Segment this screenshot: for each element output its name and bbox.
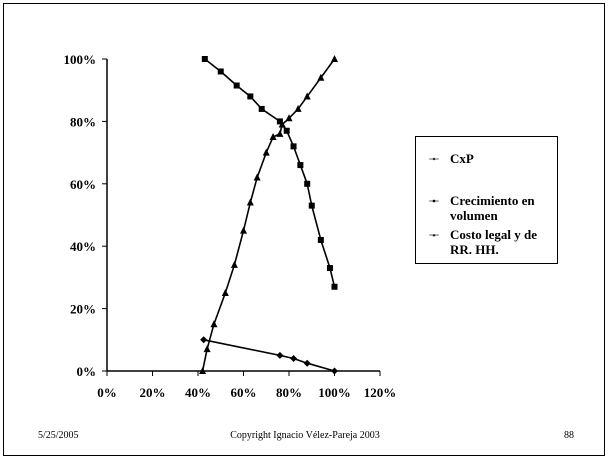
legend-label: Crecimiento en volumen bbox=[450, 193, 535, 223]
y-tick-label: 60% bbox=[70, 177, 96, 192]
x-axis-tick-labels: 0% 20% 40% 60% 80% 100% 120% bbox=[97, 385, 396, 400]
data-point-triangle bbox=[199, 367, 207, 374]
x-tick-label: 100% bbox=[318, 385, 351, 400]
data-point-diamond bbox=[276, 351, 284, 359]
footer-copyright: Copyright Ignacio Vélez-Pareja 2003 bbox=[230, 430, 380, 441]
data-point-diamond bbox=[331, 367, 338, 375]
data-point-square bbox=[326, 265, 333, 272]
series-1 bbox=[201, 56, 338, 290]
data-point-triangle bbox=[331, 55, 338, 62]
legend-square-marker-icon bbox=[429, 199, 439, 203]
data-point-square bbox=[331, 283, 338, 290]
data-point-diamond bbox=[303, 359, 311, 367]
legend-label: CxP bbox=[450, 151, 474, 166]
series-2 bbox=[199, 55, 338, 374]
data-point-square bbox=[247, 93, 254, 100]
y-tick-label: 40% bbox=[70, 239, 96, 254]
data-point-triangle bbox=[230, 260, 238, 268]
x-tick-label: 60% bbox=[231, 385, 257, 400]
data-point-triangle bbox=[303, 92, 311, 100]
y-axis-tick-labels: 0% 20% 40% 60% 80% 100% bbox=[64, 52, 97, 379]
x-tick-label: 80% bbox=[276, 385, 302, 400]
legend-triangle-marker-icon bbox=[429, 233, 439, 237]
data-point-square bbox=[290, 143, 297, 150]
data-point-triangle bbox=[262, 148, 270, 156]
series-line bbox=[204, 58, 336, 287]
data-point-square bbox=[201, 56, 208, 62]
data-point-triangle bbox=[294, 104, 302, 112]
data-point-diamond bbox=[290, 355, 298, 363]
data-point-triangle bbox=[278, 120, 286, 128]
data-point-triangle bbox=[210, 320, 218, 328]
series-line bbox=[203, 339, 335, 372]
data-point-diamond bbox=[200, 336, 208, 344]
data-point-square bbox=[283, 127, 290, 134]
x-tick-label: 120% bbox=[364, 385, 397, 400]
data-point-square bbox=[304, 180, 311, 187]
chart-axes bbox=[102, 58, 381, 376]
data-point-square bbox=[233, 82, 240, 89]
footer-page-number: 88 bbox=[564, 430, 574, 441]
chart-legend: CxP Crecimiento en volumen Costo legal y… bbox=[415, 136, 558, 264]
data-point-square bbox=[217, 68, 224, 75]
data-point-square bbox=[297, 162, 304, 169]
data-point-square bbox=[308, 202, 315, 209]
series-0 bbox=[200, 336, 338, 375]
y-tick-label: 80% bbox=[70, 114, 96, 129]
data-point-square bbox=[276, 118, 283, 125]
y-tick-label: 20% bbox=[70, 302, 96, 317]
data-point-square bbox=[258, 105, 265, 112]
data-point-triangle bbox=[221, 289, 229, 296]
footer-date: 5/25/2005 bbox=[38, 430, 79, 441]
x-tick-label: 40% bbox=[185, 385, 211, 400]
data-point-triangle bbox=[253, 173, 261, 181]
data-point-square bbox=[317, 236, 324, 243]
chart-series bbox=[199, 55, 338, 375]
data-point-triangle bbox=[269, 133, 277, 140]
data-point-triangle bbox=[246, 198, 254, 206]
legend-diamond-marker-icon bbox=[429, 157, 439, 161]
data-point-triangle bbox=[203, 345, 211, 353]
data-point-triangle bbox=[276, 129, 284, 137]
y-tick-label: 100% bbox=[64, 52, 97, 67]
legend-label: Costo legal y de RR. HH. bbox=[450, 227, 538, 257]
x-tick-label: 20% bbox=[140, 385, 166, 400]
data-point-triangle bbox=[317, 73, 325, 81]
data-point-triangle bbox=[240, 226, 247, 234]
y-tick-label: 0% bbox=[77, 364, 97, 379]
data-point-triangle bbox=[285, 114, 293, 122]
x-tick-label: 0% bbox=[97, 385, 117, 400]
